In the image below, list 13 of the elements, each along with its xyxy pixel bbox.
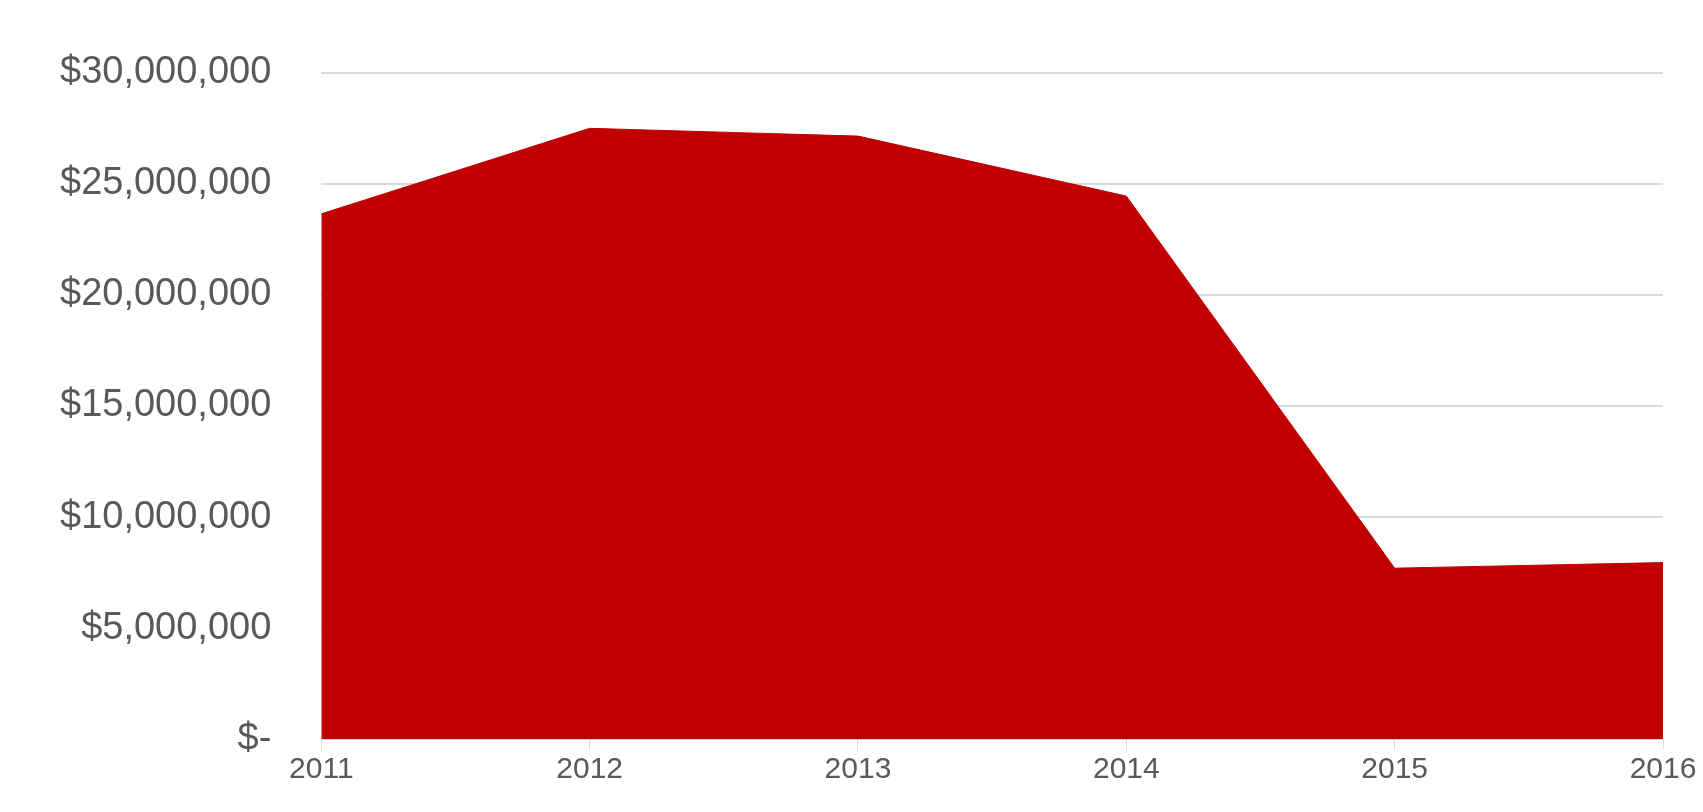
y-tick-label: $- [237,715,272,758]
x-tick-label: 2011 [289,751,354,785]
y-tick-label: $25,000,000 [59,160,272,203]
y-tick-label: $10,000,000 [59,493,272,536]
x-tick-label: 2012 [556,751,624,785]
y-tick-label: $5,000,000 [81,604,272,647]
y-tick-label: $30,000,000 [59,49,272,92]
y-tick-label: $20,000,000 [59,271,272,314]
x-tick-label: 2014 [1092,751,1160,785]
x-tick-label: 2013 [824,751,892,785]
y-tick-label: $15,000,000 [59,382,272,425]
x-tick-label: 2015 [1361,751,1429,785]
x-tick-label: 2016 [1629,751,1697,785]
